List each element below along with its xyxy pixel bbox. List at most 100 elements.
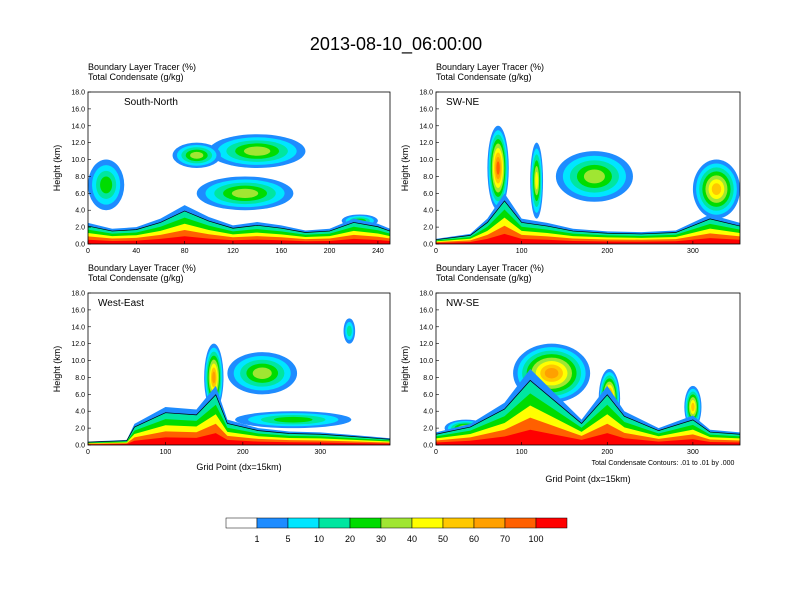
plot-frame (87, 292, 391, 446)
colorbar-swatch (287, 517, 320, 529)
contour-note: Total Condensate Contours: .01 to .01 by… (592, 460, 735, 467)
colorbar-swatch (411, 517, 444, 529)
condensate-contour (88, 394, 390, 443)
y-axis-label: Height (km) (52, 145, 62, 192)
x-tick-label: 120 (227, 248, 239, 255)
y-tick-label: 10.0 (419, 157, 433, 164)
colorbar-swatch (225, 517, 258, 529)
plot-area (88, 134, 390, 244)
panel-label: SW-NE (446, 97, 479, 108)
colorbar-label: 40 (407, 534, 417, 544)
panel-title-line2: Total Condensate (g/kg) (436, 273, 532, 283)
plume-0-level-30 (231, 188, 259, 198)
y-tick-label: 4.0 (423, 409, 433, 416)
y-tick-label: 16.0 (419, 307, 433, 314)
y-tick-label: 12.0 (71, 140, 85, 147)
y-tick-label: 16.0 (71, 307, 85, 314)
y-tick-label: 0.0 (423, 443, 433, 450)
y-axis-label: Height (km) (400, 145, 410, 192)
x-axis-label: Grid Point (dx=15km) (545, 474, 630, 484)
colorbar-swatch (349, 517, 382, 529)
panel-label: West-East (98, 298, 144, 309)
plume-3-level-50 (711, 183, 722, 196)
plume-2-level-50 (691, 402, 695, 412)
y-tick-label: 16.0 (419, 106, 433, 113)
panel-title-line1: Boundary Layer Tracer (%) (436, 62, 544, 72)
y-tick-label: 18.0 (71, 90, 85, 97)
x-tick-label: 200 (601, 248, 613, 255)
plume-1-level-40 (535, 171, 539, 190)
y-tick-label: 16.0 (71, 106, 85, 113)
panel-west-east: 0.0 2.0 4.0 6.0 8.0 10.0 12.0 14.0 16.0 18.0 0 100 2… (52, 263, 391, 472)
plume-0-level-70 (496, 161, 500, 175)
x-tick-label: 100 (516, 449, 528, 456)
x-tick-label: 240 (372, 248, 384, 255)
x-tick-label: 300 (687, 449, 699, 456)
x-tick-label: 0 (434, 449, 438, 456)
y-tick-label: 10.0 (419, 358, 433, 365)
y-tick-label: 4.0 (75, 208, 85, 215)
x-tick-label: 160 (275, 248, 287, 255)
plot-frame (87, 91, 391, 245)
condensate-contour (436, 200, 740, 241)
x-tick-label: 0 (86, 449, 90, 456)
colorbar-swatch (473, 517, 506, 529)
panel-title-line1: Boundary Layer Tracer (%) (436, 263, 544, 273)
main-title: 2013-08-10_06:00:00 (310, 34, 482, 55)
y-axis-label: Height (km) (52, 346, 62, 393)
y-tick-label: 14.0 (71, 123, 85, 130)
boundary-layer-level-100 (436, 429, 740, 445)
plume-1-level-30 (243, 146, 271, 156)
y-tick-label: 18.0 (419, 291, 433, 298)
colorbar-swatch (535, 517, 568, 529)
plume-3-level-10 (346, 325, 352, 337)
x-tick-label: 200 (237, 449, 249, 456)
y-tick-label: 0.0 (75, 242, 85, 249)
condensate-contour (88, 210, 390, 233)
y-tick-label: 0.0 (423, 242, 433, 249)
x-tick-label: 0 (434, 248, 438, 255)
y-tick-label: 2.0 (423, 225, 433, 232)
condensate-contour (436, 379, 740, 435)
plume-2-level-20 (273, 416, 313, 423)
y-tick-label: 6.0 (75, 392, 85, 399)
y-tick-label: 18.0 (71, 291, 85, 298)
y-tick-label: 10.0 (71, 157, 85, 164)
plume-1-level-30 (252, 367, 272, 379)
y-tick-label: 6.0 (75, 191, 85, 198)
x-tick-label: 100 (160, 449, 172, 456)
y-tick-label: 6.0 (423, 392, 433, 399)
panel-south-north: 0.0 2.0 4.0 6.0 8.0 10.0 12.0 14.0 16.0 18.0 0 40 80… (52, 62, 391, 255)
colorbar-label: 60 (469, 534, 479, 544)
boundary-layer-level-100 (436, 233, 740, 244)
colorbar-label: 5 (285, 534, 290, 544)
panels: 0.0 2.0 4.0 6.0 8.0 10.0 12.0 14.0 16.0 18.0 0 40 80… (52, 62, 741, 484)
y-tick-label: 14.0 (419, 123, 433, 130)
panel-title-line2: Total Condensate (g/kg) (436, 72, 532, 82)
y-tick-label: 12.0 (419, 341, 433, 348)
x-tick-label: 80 (181, 248, 189, 255)
colorbar-swatch (380, 517, 413, 529)
panel-label: NW-SE (446, 298, 479, 309)
y-tick-label: 6.0 (423, 191, 433, 198)
colorbar-swatch (442, 517, 475, 529)
y-tick-label: 14.0 (71, 324, 85, 331)
y-tick-label: 12.0 (419, 140, 433, 147)
plot-frame (435, 91, 741, 245)
colorbar: 1 5 10 20 30 40 50 60 70 100 (225, 517, 568, 544)
plume-2-level-30 (583, 169, 605, 184)
y-tick-label: 12.0 (71, 341, 85, 348)
panel-label: South-North (124, 97, 178, 108)
x-axis-label: Grid Point (dx=15km) (196, 462, 281, 472)
colorbar-swatch (318, 517, 351, 529)
x-tick-label: 0 (86, 248, 90, 255)
panel-nw-se: 0.0 2.0 4.0 6.0 8.0 10.0 12.0 14.0 16.0 18.0 0 100 2… (400, 263, 741, 484)
plot-frame (435, 292, 741, 446)
plume-2-level-20 (100, 176, 113, 194)
plot-area (436, 343, 740, 445)
colorbar-label: 70 (500, 534, 510, 544)
boundary-layer-level-100 (88, 433, 390, 445)
plume-0-level-60 (212, 371, 216, 384)
colorbar-label: 10 (314, 534, 324, 544)
x-tick-label: 300 (687, 248, 699, 255)
